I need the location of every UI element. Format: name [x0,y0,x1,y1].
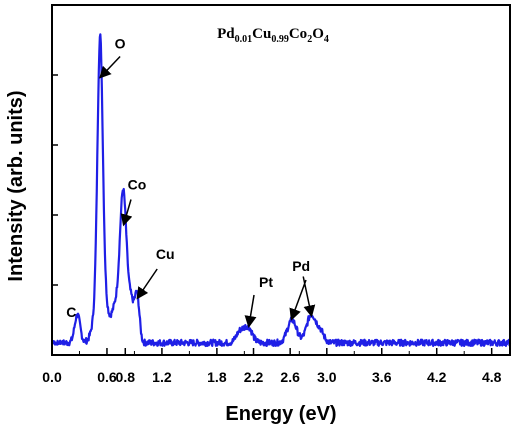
x-tick-label: 0.8 [116,369,136,385]
annotation-arrow [302,276,316,318]
x-tick-label: 3.0 [317,369,337,385]
spectrum-line [50,33,512,347]
annotation-label-cu: Cu [156,246,175,262]
x-tick-label: 2.6 [280,369,300,385]
x-tick-label: 1.8 [207,369,227,385]
annotation-label-pt: Pt [259,274,273,290]
x-tick-label: 4.8 [482,369,502,385]
axes-layer: 0.0 0.60.8 1.2 1.8 2.2 2.6 3.0 3.6 4.2 4.8 [42,4,511,385]
annotation-label-co: Co [128,177,147,193]
plot-frame [51,4,511,356]
annotation-layer: C O Co Cu Pt Pd [66,36,316,328]
chart-title: Pd0.01Cu0.99Co2O4 [217,26,329,45]
y-axis-label: Intensity (arb. units) [5,90,27,281]
annotation-arrow [136,268,158,300]
annotation-label-pd: Pd [292,258,310,274]
x-tick-label: 1.2 [152,369,172,385]
x-tick-label: 3.6 [372,369,392,385]
x-tick-label: 0.6 [97,369,117,385]
x-tick-label: 4.2 [427,369,447,385]
annotation-label-c: C [66,304,76,320]
x-tick-label: 0.0 [42,369,62,385]
x-tick-label: 2.2 [244,369,264,385]
series-layer [50,33,512,347]
annotation-arrow [289,279,307,321]
annotation-arrow [244,294,257,328]
annotation-label-o: O [115,36,126,52]
x-axis-label: Energy (eV) [225,403,336,425]
annotation-arrow [99,55,121,79]
annotation-arrow [120,199,133,227]
